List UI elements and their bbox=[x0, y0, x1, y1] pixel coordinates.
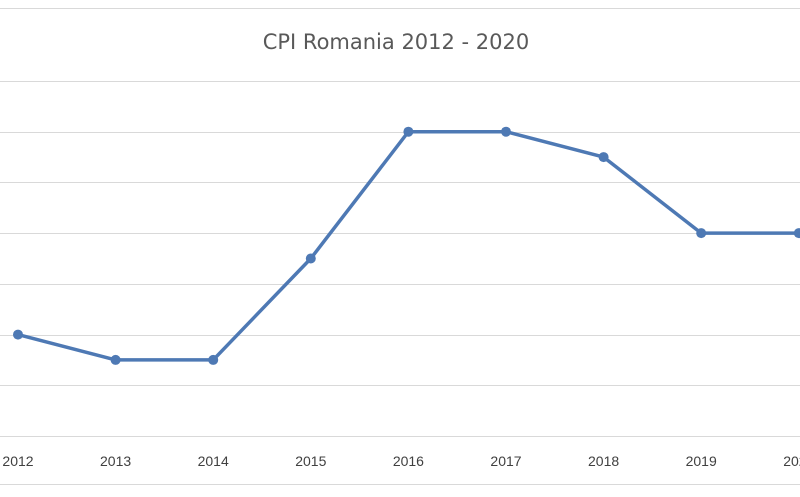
x-tick-label: 2013 bbox=[100, 453, 131, 469]
x-axis-labels: 2012 2013 2014 2015 2016 2017 2018 2019 2020 bbox=[2, 453, 800, 469]
data-point-2016 bbox=[403, 126, 414, 137]
x-tick-label: 2018 bbox=[588, 453, 619, 469]
data-point-2012 bbox=[13, 329, 23, 340]
series-line bbox=[16, 129, 800, 362]
data-point-2017 bbox=[501, 126, 511, 137]
x-tick-label: 2014 bbox=[198, 453, 229, 469]
x-tick-label: 2016 bbox=[393, 453, 424, 469]
chart-title: CPI Romania 2012 - 2020 bbox=[263, 30, 530, 54]
x-tick-label: 2015 bbox=[295, 453, 326, 469]
data-point-2020 bbox=[793, 228, 800, 239]
x-tick-label: 2012 bbox=[2, 453, 33, 469]
data-point-2019 bbox=[696, 228, 707, 239]
gridlines bbox=[0, 8, 800, 485]
x-tick-label: 2017 bbox=[490, 453, 521, 469]
data-point-2013 bbox=[110, 354, 121, 365]
data-point-2014 bbox=[208, 354, 219, 365]
series-group bbox=[13, 126, 800, 365]
x-tick-label: 2020 bbox=[783, 453, 800, 469]
data-point-2018 bbox=[598, 152, 609, 163]
data-point-2015 bbox=[305, 253, 316, 264]
x-tick-label: 2019 bbox=[686, 453, 717, 469]
